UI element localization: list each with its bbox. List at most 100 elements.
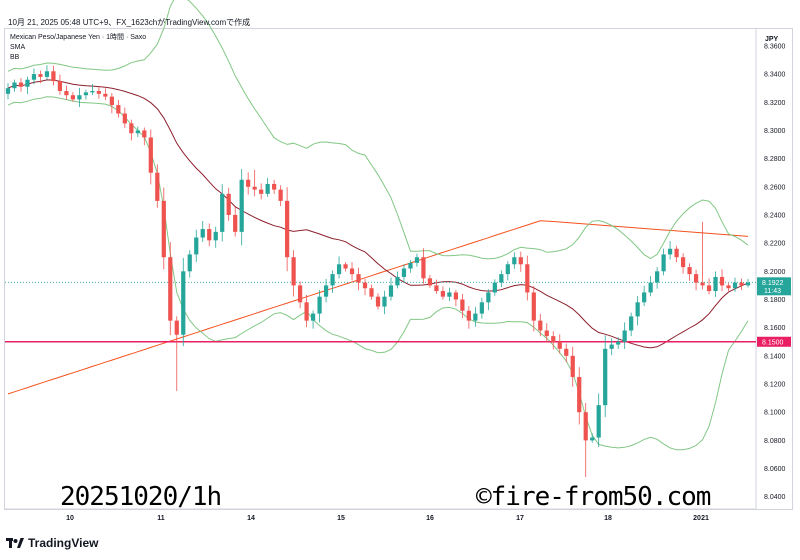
candle-body [369, 288, 374, 297]
candle-body [667, 248, 673, 255]
candle-body [570, 355, 575, 377]
tradingview-brand-text: TradingView [28, 536, 99, 550]
candle-body [596, 405, 601, 438]
candle-body [64, 90, 69, 96]
y-tick-label: 8.2600 [764, 184, 786, 191]
candle-body [90, 90, 95, 93]
candle-body [706, 285, 712, 292]
sma-indicator-label[interactable]: SMA [10, 44, 26, 51]
candle-body [732, 282, 738, 289]
candle-body [414, 257, 420, 263]
candle-body [453, 292, 459, 300]
candle-body [291, 257, 296, 286]
candle-body [642, 292, 647, 303]
site-watermark: ©fire-from50.com [476, 482, 711, 512]
candle-body [252, 186, 257, 190]
y-tick-label: 8.1400 [764, 353, 786, 360]
candle-body [278, 189, 283, 201]
candle-body [317, 296, 322, 314]
candle-body [687, 267, 692, 275]
candle-body [265, 183, 270, 194]
candle-body [719, 276, 725, 286]
x-tick-label: 18 [604, 515, 612, 522]
candle-body [525, 264, 530, 293]
candle-body [57, 81, 63, 91]
last-price-label: 8.1922 [762, 280, 784, 287]
candle-body [213, 231, 218, 241]
tradingview-logo[interactable]: TradingView [6, 536, 98, 550]
candle-body [122, 113, 127, 124]
bb-indicator-label[interactable]: BB [10, 54, 20, 61]
bb-upper-band [7, 0, 749, 260]
candle-body [518, 257, 523, 265]
candle-body [116, 105, 121, 114]
candle-body [655, 271, 660, 283]
candle-body [297, 285, 303, 303]
candle-body [343, 264, 348, 269]
candle-body [499, 274, 504, 283]
candle-body [401, 268, 407, 277]
last-price-tag [757, 277, 791, 296]
candle-body [103, 93, 108, 97]
y-tick-label: 8.3000 [764, 128, 786, 135]
candle-body [96, 90, 101, 94]
currency-label: JPY [765, 36, 779, 43]
y-tick-label: 8.2200 [764, 241, 786, 248]
candle-body [629, 316, 634, 331]
y-tick-label: 8.3600 [764, 43, 786, 50]
candle-body [200, 229, 205, 238]
candle-body [38, 74, 43, 77]
candle-body [323, 285, 329, 297]
candle-body [648, 282, 653, 293]
candle-body [285, 200, 290, 258]
candle-body [174, 320, 179, 335]
candle-body [233, 214, 238, 232]
candle-body [161, 200, 166, 258]
bar-countdown-label: 11:43 [764, 288, 781, 295]
y-tick-label: 8.1000 [764, 410, 786, 417]
candle-body [194, 237, 199, 255]
candle-body [304, 302, 309, 321]
y-tick-label: 8.2000 [764, 269, 786, 276]
horizontal-level-label: 8.1500 [762, 339, 784, 346]
candle-body [51, 71, 56, 82]
candle-body [239, 179, 244, 232]
candle-body [616, 341, 621, 345]
candle-body [388, 285, 394, 297]
candle-body [272, 183, 277, 190]
candle-body [427, 278, 433, 286]
candle-body [148, 137, 153, 173]
candle-body [447, 292, 452, 297]
symbol-label[interactable]: Mexican Peso/Japanese Yen · 1時間 · Saxo [10, 34, 147, 41]
candle-body [142, 130, 147, 138]
candle-body [408, 262, 413, 269]
candle-body [434, 285, 439, 292]
candle-body [739, 282, 744, 286]
y-tick-label: 8.3200 [764, 100, 786, 107]
candle-body [181, 271, 186, 335]
horizontal-level-tag [757, 336, 791, 347]
x-tick-label: 14 [247, 515, 255, 522]
candle-body [635, 302, 640, 317]
candle-body [538, 320, 543, 331]
candle-body [492, 282, 497, 293]
candle-body [77, 95, 82, 100]
tradingview-logo-icon [6, 537, 24, 548]
candle-body [18, 82, 24, 87]
candle-body [544, 330, 549, 337]
candle-body [44, 71, 50, 77]
candle-body [700, 282, 705, 286]
candle-body [83, 92, 89, 96]
candle-body [421, 257, 426, 279]
candle-body [531, 292, 536, 321]
candle-body [583, 412, 588, 441]
candle-body [135, 130, 140, 134]
y-tick-label: 8.0400 [764, 494, 786, 501]
candle-body [246, 179, 251, 187]
x-tick-label: 10 [66, 515, 74, 522]
candle-body [590, 437, 595, 441]
candle-body [674, 248, 679, 258]
candle-body [349, 268, 355, 275]
candle-body [693, 274, 699, 283]
